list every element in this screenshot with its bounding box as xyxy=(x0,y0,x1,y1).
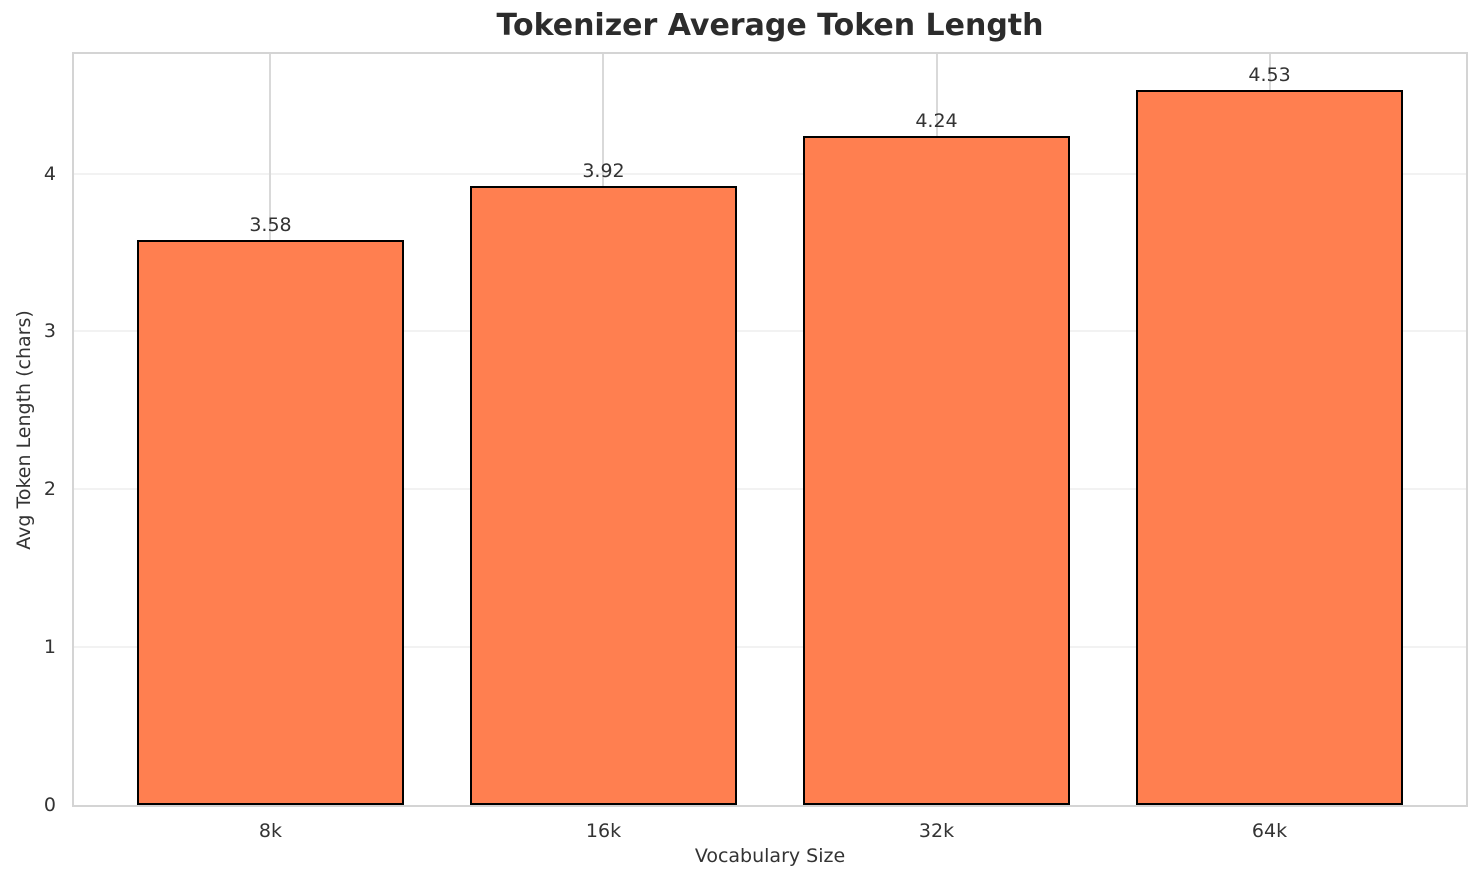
x-tick-label: 16k xyxy=(585,820,622,842)
x-tick-label: 64k xyxy=(1251,820,1288,842)
y-tick-label: 0 xyxy=(43,794,56,816)
x-axis-label: Vocabulary Size xyxy=(694,845,846,867)
chart-title: Tokenizer Average Token Length xyxy=(496,8,1044,43)
h-gridline xyxy=(74,330,1466,333)
bar xyxy=(137,239,404,805)
bar xyxy=(1136,89,1403,805)
bar-value-label: 3.92 xyxy=(582,160,625,183)
h-gridline xyxy=(74,172,1466,175)
x-tick-label: 8k xyxy=(258,820,283,842)
y-axis-label: Avg Token Length (chars) xyxy=(13,310,35,550)
bar-value-label: 4.53 xyxy=(1248,63,1291,86)
plot-area: 3.58 3.92 4.24 4.53 xyxy=(72,52,1468,807)
bar xyxy=(470,186,737,805)
h-gridline xyxy=(74,488,1466,491)
y-tick-label: 3 xyxy=(43,320,56,343)
y-tick-label: 2 xyxy=(43,478,56,501)
h-gridline xyxy=(74,646,1466,649)
bar-value-label: 3.58 xyxy=(249,213,292,236)
y-tick-label: 4 xyxy=(43,162,56,185)
bar-value-label: 4.24 xyxy=(915,109,958,132)
x-tick-label: 32k xyxy=(918,820,955,842)
bar xyxy=(803,135,1070,805)
y-tick-label: 1 xyxy=(43,636,56,659)
